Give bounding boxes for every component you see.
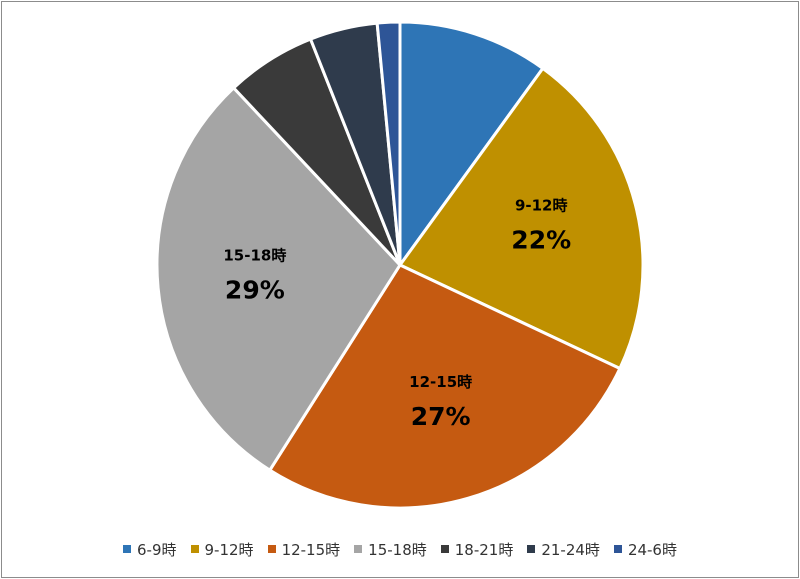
legend-item-4: 15-18時 bbox=[354, 539, 427, 560]
slice-percent-label: 27% bbox=[411, 402, 471, 431]
legend-swatch bbox=[354, 545, 363, 553]
slice-category-label: 12-15時 bbox=[409, 373, 472, 391]
legend-label: 21-24時 bbox=[541, 540, 600, 559]
legend-label: 15-18時 bbox=[368, 540, 427, 559]
legend-swatch bbox=[613, 545, 622, 553]
slice-percent-label: 22% bbox=[511, 226, 571, 255]
legend: 6-9時 9-12時 12-15時 15-18時 18-21時 21-24時 24-6時 bbox=[0, 535, 800, 563]
legend-label: 9-12時 bbox=[204, 540, 254, 559]
pie-slice-7 bbox=[375, 20, 402, 267]
legend-swatch bbox=[527, 545, 536, 553]
legend-swatch bbox=[440, 545, 449, 553]
legend-label: 18-21時 bbox=[454, 540, 514, 559]
legend-swatch bbox=[123, 545, 132, 553]
pie-slice-1 bbox=[398, 20, 545, 267]
legend-item-2: 9-12時 bbox=[190, 539, 254, 560]
legend-label: 6-9時 bbox=[137, 540, 177, 559]
slice-percent-label: 29% bbox=[225, 276, 285, 305]
slice-category-label: 9-12時 bbox=[515, 197, 568, 215]
legend-item-1: 6-9時 bbox=[123, 539, 177, 560]
pie-slice-4 bbox=[155, 86, 402, 472]
legend-label: 12-15時 bbox=[281, 540, 341, 559]
pie-slice-3 bbox=[268, 263, 622, 510]
legend-item-6: 21-24時 bbox=[527, 539, 600, 560]
legend-swatch bbox=[267, 545, 276, 553]
slice-category-label: 15-18時 bbox=[223, 247, 286, 265]
legend-item-5: 18-21時 bbox=[440, 539, 514, 560]
legend-swatch bbox=[190, 545, 199, 553]
legend-item-3: 12-15時 bbox=[267, 539, 341, 560]
legend-item-7: 24-6時 bbox=[613, 539, 677, 560]
legend-label: 24-6時 bbox=[627, 540, 677, 559]
